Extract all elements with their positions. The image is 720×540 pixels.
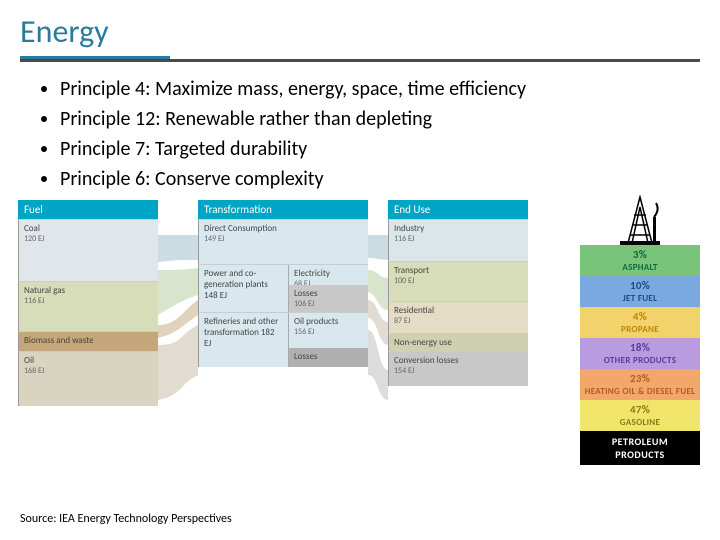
petroleum-band: 10%JET FUEL: [580, 276, 700, 307]
oil-derrick-icon: [610, 195, 670, 245]
petroleum-band: 4%PROPANE: [580, 307, 700, 338]
sankey-column: TransformationDirect Consumption149 EJPo…: [198, 200, 368, 367]
bullet-item: Principle 4: Maximize mass, energy, spac…: [60, 76, 700, 103]
petroleum-band: 47%GASOLINE: [580, 400, 700, 431]
sankey-box: Biomass and waste: [18, 331, 158, 351]
bullet-item: Principle 7: Targeted durability: [60, 136, 700, 163]
source-citation: Source: IEA Energy Technology Perspectiv…: [20, 512, 232, 526]
sankey-diagram: FuelCoal120 EJNatural gas116 EJBiomass a…: [18, 200, 578, 460]
bullet-item: Principle 12: Renewable rather than depl…: [60, 106, 700, 133]
sankey-box: Direct Consumption149 EJ: [198, 219, 368, 264]
title-underline: [20, 59, 700, 62]
sankey-box: Transport100 EJ: [388, 261, 528, 301]
slide-title: Energy: [0, 0, 720, 59]
petroleum-bands: 3%ASPHALT10%JET FUEL4%PROPANE18%OTHER PR…: [580, 245, 700, 431]
sankey-box: Refineries and other transformation 182 …: [198, 312, 368, 367]
sankey-column: FuelCoal120 EJNatural gas116 EJBiomass a…: [18, 200, 158, 406]
bullet-item: Principle 6: Conserve complexity: [60, 166, 700, 193]
sankey-box: Coal120 EJ: [18, 219, 158, 281]
petroleum-column: 3%ASPHALT10%JET FUEL4%PROPANE18%OTHER PR…: [580, 195, 700, 465]
sankey-box: Non-energy use: [388, 333, 528, 351]
sankey-box: Industry116 EJ: [388, 219, 528, 261]
sankey-box: Conversion losses154 EJ: [388, 351, 528, 386]
petroleum-band: 3%ASPHALT: [580, 245, 700, 276]
petroleum-band: 23%HEATING OIL & DIESEL FUEL: [580, 369, 700, 400]
sankey-column: End UseIndustry116 EJTransport100 EJResi…: [388, 200, 528, 386]
column-header: Fuel: [18, 200, 158, 219]
sankey-box: Natural gas116 EJ: [18, 281, 158, 331]
sankey-box: Oil168 EJ: [18, 351, 158, 406]
sankey-box: Power and co-generation plants 148 EJEle…: [198, 264, 368, 312]
sankey-box: Residential87 EJ: [388, 301, 528, 333]
bullet-list: Principle 4: Maximize mass, energy, spac…: [40, 76, 700, 193]
column-header: Transformation: [198, 200, 368, 219]
petroleum-band: 18%OTHER PRODUCTS: [580, 338, 700, 369]
petroleum-products-label: PETROLEUMPRODUCTS: [580, 431, 700, 465]
column-header: End Use: [388, 200, 528, 219]
